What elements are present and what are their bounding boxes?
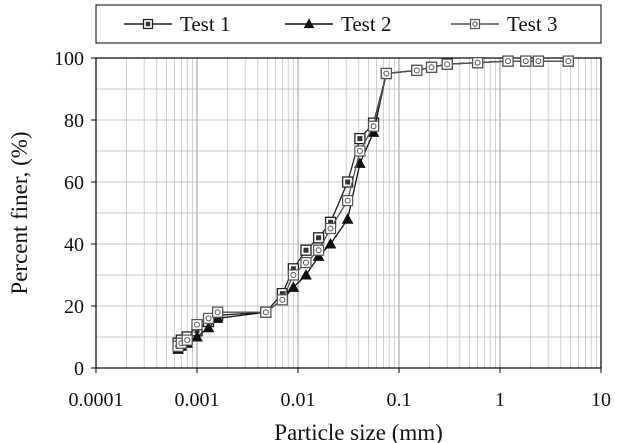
- data-point: [191, 319, 203, 331]
- data-point: [287, 269, 299, 281]
- data-point: [411, 64, 423, 77]
- data-point: [212, 306, 224, 318]
- data-point: [324, 237, 337, 249]
- data-point: [202, 312, 215, 324]
- legend-label: Test 1: [180, 12, 230, 36]
- y-axis-label: Percent finer, (%): [7, 131, 32, 294]
- data-point: [287, 281, 300, 292]
- data-point: [313, 244, 325, 256]
- legend-entry: Test 1: [124, 12, 230, 36]
- x-tick-label: 0.0001: [69, 389, 124, 411]
- series-2: [172, 55, 575, 354]
- legend-entry: Test 2: [285, 12, 391, 36]
- y-tick-label: 20: [64, 296, 84, 318]
- x-tick-label: 0.01: [281, 389, 316, 411]
- y-tick-label: 60: [64, 172, 84, 194]
- data-point: [300, 244, 312, 256]
- legend-label: Test 3: [507, 12, 557, 36]
- legend-box: [95, 4, 602, 44]
- data-point: [342, 195, 354, 207]
- data-point: [367, 120, 380, 132]
- data-point: [380, 67, 392, 80]
- data-point: [181, 334, 193, 346]
- data-point: [324, 222, 337, 235]
- x-tick-label: 0.1: [387, 389, 412, 411]
- data-point: [211, 312, 224, 323]
- x-tick-label: 10: [591, 389, 611, 411]
- data-point: [312, 250, 325, 261]
- legend: Test 1 Test 2 Test 3: [95, 4, 602, 44]
- data-point: [425, 61, 438, 73]
- plot-area: [95, 57, 602, 369]
- data-point: [532, 55, 545, 67]
- y-tick-label: 0: [74, 358, 84, 380]
- x-tick-label: 0.001: [175, 389, 220, 411]
- data-point: [341, 213, 354, 224]
- data-point: [142, 18, 154, 30]
- data-point: [300, 268, 312, 280]
- data-point: [562, 55, 574, 67]
- data-point: [354, 132, 366, 145]
- data-point: [312, 232, 325, 244]
- series-line: [177, 60, 569, 344]
- legend-entry: Test 3: [451, 12, 557, 36]
- series-3: [172, 55, 574, 352]
- data-point: [502, 55, 514, 67]
- data-point: [520, 55, 532, 67]
- data-point: [441, 58, 453, 70]
- data-point: [276, 294, 288, 306]
- data-point: [354, 145, 366, 157]
- legend-label: Test 2: [341, 12, 391, 36]
- data-point: [303, 18, 315, 29]
- data-point: [191, 330, 203, 342]
- data-point: [471, 57, 484, 69]
- series-layer: [172, 55, 575, 354]
- y-tick-label: 100: [54, 48, 84, 70]
- series-line: [177, 60, 569, 347]
- y-tick-label: 80: [64, 110, 84, 132]
- x-tick-label: 1: [495, 389, 505, 411]
- data-point: [300, 257, 312, 269]
- data-point: [202, 321, 215, 333]
- series-1: [172, 55, 574, 349]
- x-axis-label: Particle size (mm): [274, 420, 443, 443]
- data-point: [260, 306, 272, 318]
- data-point: [469, 18, 481, 30]
- y-tick-label: 40: [64, 234, 84, 256]
